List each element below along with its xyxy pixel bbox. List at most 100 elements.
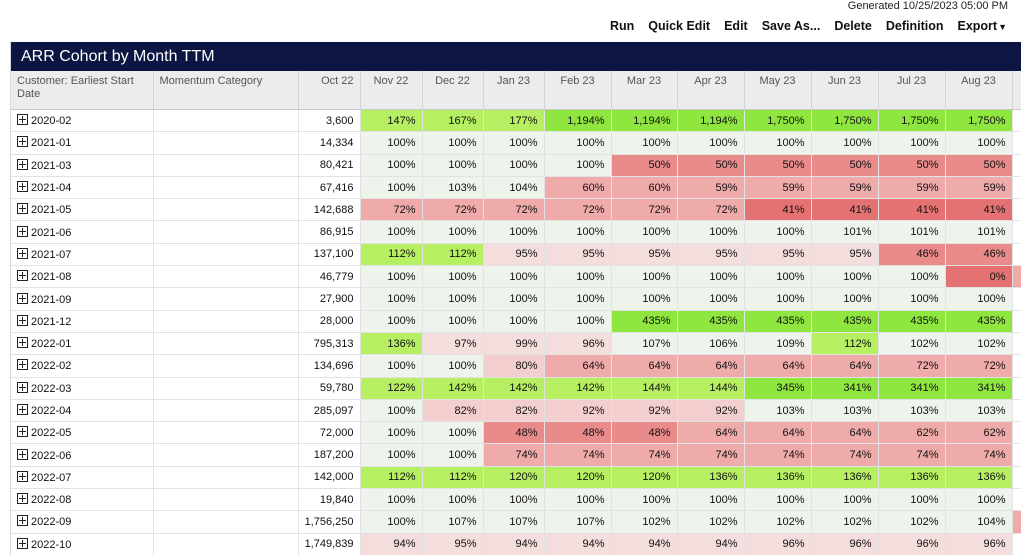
expand-icon[interactable] bbox=[17, 381, 28, 393]
retention-cell: 100% bbox=[878, 131, 946, 155]
retention-cell: 100% bbox=[360, 154, 423, 177]
retention-cell: 100% bbox=[483, 220, 545, 244]
momentum-cell bbox=[153, 198, 299, 222]
expand-icon[interactable] bbox=[17, 337, 28, 349]
arr-value-cell: 187,200 bbox=[298, 443, 361, 467]
retention-cell: 64% bbox=[611, 354, 678, 378]
retention-cell: 100% bbox=[483, 488, 545, 512]
retention-cell: 50% bbox=[945, 154, 1013, 177]
retention-cell: 147% bbox=[360, 109, 423, 133]
momentum-cell bbox=[153, 488, 299, 512]
retention-cell: 74% bbox=[878, 443, 946, 467]
expand-icon[interactable] bbox=[17, 270, 28, 282]
cohort-label: 2021-07 bbox=[31, 248, 72, 261]
column-header[interactable]: Customer: Earliest Start Date bbox=[11, 71, 154, 110]
expand-icon[interactable] bbox=[17, 426, 28, 438]
retention-cell: 103% bbox=[811, 399, 879, 423]
retention-cell: 1,750% bbox=[744, 109, 812, 133]
cohort-label: 2021-03 bbox=[31, 159, 72, 172]
retention-cell: 97% bbox=[422, 332, 484, 356]
column-header[interactable]: Jun 23 bbox=[811, 71, 879, 110]
cohort-label: 2022-04 bbox=[31, 405, 72, 417]
export-menu[interactable]: Export▼ bbox=[950, 18, 1014, 35]
quick-edit-button[interactable]: Quick Edit bbox=[648, 19, 711, 33]
retention-cell: 100% bbox=[544, 220, 612, 244]
retention-cell: 64% bbox=[811, 354, 879, 378]
expand-icon[interactable] bbox=[17, 470, 28, 482]
retention-cell: 104% bbox=[483, 176, 545, 200]
momentum-cell bbox=[153, 443, 299, 467]
arr-value-cell: 1,749,839 bbox=[298, 533, 361, 555]
row-filler bbox=[1012, 533, 1021, 555]
run-button[interactable]: Run bbox=[609, 19, 635, 33]
retention-cell: 100% bbox=[422, 310, 484, 333]
retention-cell: 107% bbox=[611, 332, 678, 356]
column-header[interactable]: Jul 23 bbox=[878, 71, 946, 110]
table-row: 2022-03 59,780 122% 142% 142% 142% 144% 144% 345… bbox=[11, 377, 1021, 400]
retention-cell: 107% bbox=[483, 510, 545, 534]
momentum-cell bbox=[153, 265, 299, 289]
expand-icon[interactable] bbox=[17, 181, 28, 193]
retention-cell: 64% bbox=[744, 421, 812, 445]
cohort-cell: 2021-06 bbox=[11, 220, 154, 244]
expand-icon[interactable] bbox=[17, 515, 28, 527]
column-header[interactable]: Nov 22 bbox=[360, 71, 423, 110]
definition-button[interactable]: Definition bbox=[885, 19, 944, 33]
column-header[interactable]: Dec 22 bbox=[422, 71, 484, 110]
arr-value-cell: 80,421 bbox=[298, 154, 361, 177]
column-header[interactable]: May 23 bbox=[744, 71, 812, 110]
column-header[interactable]: Mar 23 bbox=[611, 71, 678, 110]
retention-cell: 100% bbox=[360, 354, 423, 378]
column-header[interactable]: Jan 23 bbox=[483, 71, 545, 110]
arr-value-cell: 3,600 bbox=[298, 109, 361, 133]
arr-value-cell: 142,000 bbox=[298, 466, 361, 490]
row-filler bbox=[1012, 310, 1021, 333]
expand-icon[interactable] bbox=[17, 203, 28, 215]
retention-cell: 100% bbox=[544, 488, 612, 512]
column-header[interactable]: Oct 22 bbox=[298, 71, 361, 110]
expand-icon[interactable] bbox=[17, 493, 28, 505]
report-title: ARR Cohort by Month TTM bbox=[11, 42, 1021, 71]
expand-icon[interactable] bbox=[17, 292, 28, 304]
retention-cell: 100% bbox=[811, 287, 879, 311]
retention-cell: 50% bbox=[811, 154, 879, 177]
retention-cell: 100% bbox=[744, 488, 812, 512]
row-filler bbox=[1012, 377, 1021, 400]
delete-button[interactable]: Delete bbox=[834, 19, 872, 33]
expand-icon[interactable] bbox=[17, 225, 28, 237]
expand-icon[interactable] bbox=[17, 136, 28, 148]
momentum-cell bbox=[153, 399, 299, 423]
momentum-cell bbox=[153, 377, 299, 400]
table-row: 2022-02 134,696 100% 100% 80% 64% 64% 64% 64% 64%… bbox=[11, 354, 1021, 378]
retention-cell: 341% bbox=[945, 377, 1013, 400]
retention-cell: 82% bbox=[483, 399, 545, 423]
column-header[interactable]: Momentum Category bbox=[153, 71, 299, 110]
retention-cell: 94% bbox=[544, 533, 612, 555]
expand-icon[interactable] bbox=[17, 158, 28, 170]
retention-cell: 100% bbox=[483, 287, 545, 311]
column-header[interactable]: Aug 23 bbox=[945, 71, 1013, 110]
expand-icon[interactable] bbox=[17, 537, 28, 549]
retention-cell: 100% bbox=[811, 488, 879, 512]
retention-cell: 100% bbox=[360, 399, 423, 423]
arr-value-cell: 1,756,250 bbox=[298, 510, 361, 534]
retention-cell: 1,194% bbox=[611, 109, 678, 133]
retention-cell: 106% bbox=[677, 332, 745, 356]
row-filler bbox=[1012, 287, 1021, 311]
expand-icon[interactable] bbox=[17, 448, 28, 460]
column-header[interactable]: Feb 23 bbox=[544, 71, 612, 110]
retention-cell: 341% bbox=[811, 377, 879, 400]
save-as-button[interactable]: Save As... bbox=[761, 19, 821, 33]
expand-icon[interactable] bbox=[17, 404, 28, 415]
edit-button[interactable]: Edit bbox=[724, 19, 748, 33]
retention-cell: 435% bbox=[945, 310, 1013, 333]
expand-icon[interactable] bbox=[17, 314, 28, 326]
expand-icon[interactable] bbox=[17, 247, 28, 259]
retention-cell: 95% bbox=[611, 243, 678, 267]
retention-cell: 112% bbox=[360, 466, 423, 490]
momentum-cell bbox=[153, 533, 299, 555]
expand-icon[interactable] bbox=[17, 114, 28, 126]
column-header[interactable]: Apr 23 bbox=[677, 71, 745, 110]
expand-icon[interactable] bbox=[17, 359, 28, 371]
momentum-cell bbox=[153, 510, 299, 534]
